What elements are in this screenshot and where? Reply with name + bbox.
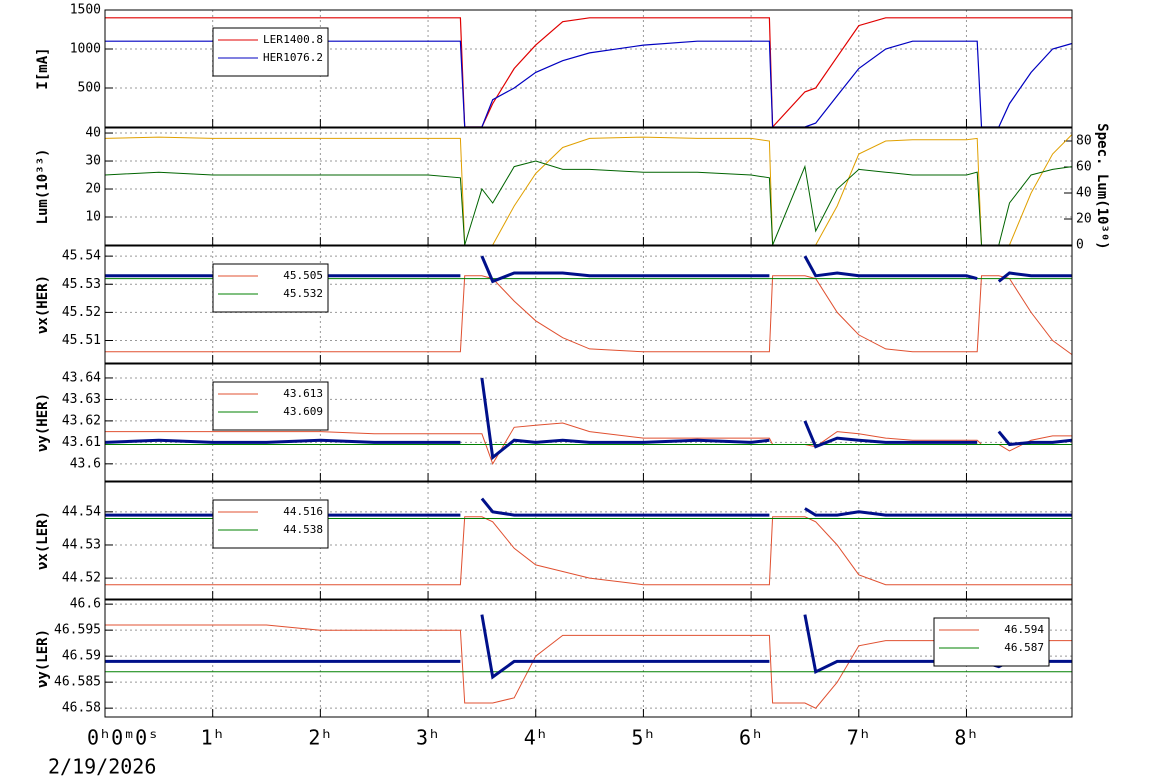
x-tick-label: 4ʰ — [524, 726, 548, 750]
legend-label: 43.613 — [283, 387, 323, 400]
legend-label: HER — [263, 51, 283, 64]
panel: 46.58 46.585 46.59 46.595 46.6 νy(LER) 46.594 4… — [35, 597, 1073, 718]
y-axis-label: I[mA] — [35, 47, 51, 89]
y-tick-label: 46.585 — [54, 675, 101, 690]
y2-tick-label: 20 — [1076, 212, 1092, 227]
legend-label: 46.587 — [1004, 641, 1044, 654]
panel: 43.6 43.61 43.62 43.63 43.64 νy(HER) 43.613 43.… — [35, 363, 1073, 482]
series-line — [105, 624, 1072, 709]
legend-label: 45.532 — [283, 287, 323, 300]
plot-frame — [104, 9, 1073, 128]
y2-axis-label: Spec. Lum(10³⁰) — [1094, 123, 1110, 249]
y-tick-label: 45.54 — [62, 249, 101, 264]
y2-tick-label: 60 — [1076, 160, 1092, 175]
legend-box — [212, 499, 329, 549]
y-tick-label: 43.63 — [62, 392, 101, 407]
legend-label: 45.505 — [283, 269, 323, 282]
y-tick-label: 40 — [85, 126, 101, 141]
y-tick-label: 46.59 — [62, 649, 101, 664]
y-tick-label: 46.6 — [70, 597, 101, 612]
panel: 45.51 45.52 45.53 45.54 νx(HER) 45.505 45.532 — [35, 245, 1073, 364]
series-line — [105, 275, 1073, 356]
y-tick-label: 46.595 — [54, 623, 101, 638]
series-line — [105, 516, 1072, 586]
x-tick-label: 3ʰ — [416, 726, 440, 750]
y-axis-label: νy(HER) — [35, 393, 51, 452]
y-tick-label: 46.58 — [62, 701, 101, 716]
panel: 10 20 30 40 0 20 40 60 80 Lum(10³³) Spec. Lum(10³⁰… — [35, 123, 1110, 252]
y-tick-label: 44.54 — [62, 504, 101, 519]
x-tick-label: 1ʰ — [201, 726, 225, 750]
y-tick-label: 43.62 — [62, 413, 101, 428]
series-line — [105, 17, 1072, 129]
series-line — [105, 614, 1072, 680]
y-tick-label: 43.64 — [62, 370, 101, 385]
plot-frame — [104, 481, 1073, 600]
legend-label: 44.516 — [283, 505, 323, 518]
legend-label: LER — [263, 33, 283, 46]
y-axis-label: νx(LER) — [35, 511, 51, 570]
x-tick-label: 7ʰ — [847, 726, 871, 750]
plot-frame — [104, 363, 1073, 482]
legend-label: 44.538 — [283, 523, 323, 536]
plot-frame — [104, 599, 1073, 718]
y-axis-label: Lum(10³³) — [35, 149, 51, 225]
y-axis-label: νy(LER) — [35, 629, 51, 688]
y2-tick-label: 40 — [1076, 186, 1092, 201]
y-tick-label: 10 — [85, 210, 101, 225]
y-tick-label: 30 — [85, 154, 101, 169]
y-axis-label: νx(HER) — [35, 275, 51, 334]
y-tick-label: 1000 — [70, 42, 101, 57]
plot-frame — [104, 127, 1073, 246]
y-tick-label: 500 — [78, 81, 101, 96]
x-tick-label: 2ʰ — [308, 726, 332, 750]
legend-label: 46.594 — [1004, 623, 1044, 636]
y-tick-label: 45.52 — [62, 305, 101, 320]
legend-value: 1076.2 — [283, 51, 323, 64]
series-line — [105, 422, 1072, 465]
x-tick-label: 5ʰ — [631, 726, 655, 750]
legend-value: 1400.8 — [283, 33, 323, 46]
y2-tick-label: 0 — [1076, 238, 1084, 253]
plot-frame — [104, 245, 1073, 364]
series-line — [104, 160, 1073, 246]
y-tick-label: 44.52 — [62, 571, 101, 586]
y-tick-label: 45.53 — [62, 277, 101, 292]
legend-label: 43.609 — [283, 405, 323, 418]
legend-box — [212, 263, 329, 313]
y-tick-label: 43.61 — [62, 435, 101, 450]
series-line — [105, 40, 1073, 128]
legend-box — [933, 617, 1050, 667]
y-tick-label: 1500 — [70, 3, 101, 18]
y-tick-label: 45.51 — [62, 333, 101, 348]
y-tick-label: 20 — [85, 182, 101, 197]
x-tick-label: 0ʰ0ᵐ0ˢ — [87, 726, 159, 750]
x-tick-label: 8ʰ — [954, 726, 978, 750]
legend-box — [212, 381, 329, 431]
series-line — [104, 377, 1073, 461]
date-label: 2/19/2026 — [48, 755, 156, 779]
y2-tick-label: 80 — [1076, 134, 1092, 149]
y-tick-label: 44.53 — [62, 537, 101, 552]
x-tick-label: 6ʰ — [739, 726, 763, 750]
panel: 44.52 44.53 44.54 νx(LER) 44.516 44.538 — [35, 481, 1073, 600]
legend-box — [212, 27, 329, 77]
y-tick-label: 43.6 — [70, 456, 101, 471]
series-line — [104, 134, 1073, 246]
